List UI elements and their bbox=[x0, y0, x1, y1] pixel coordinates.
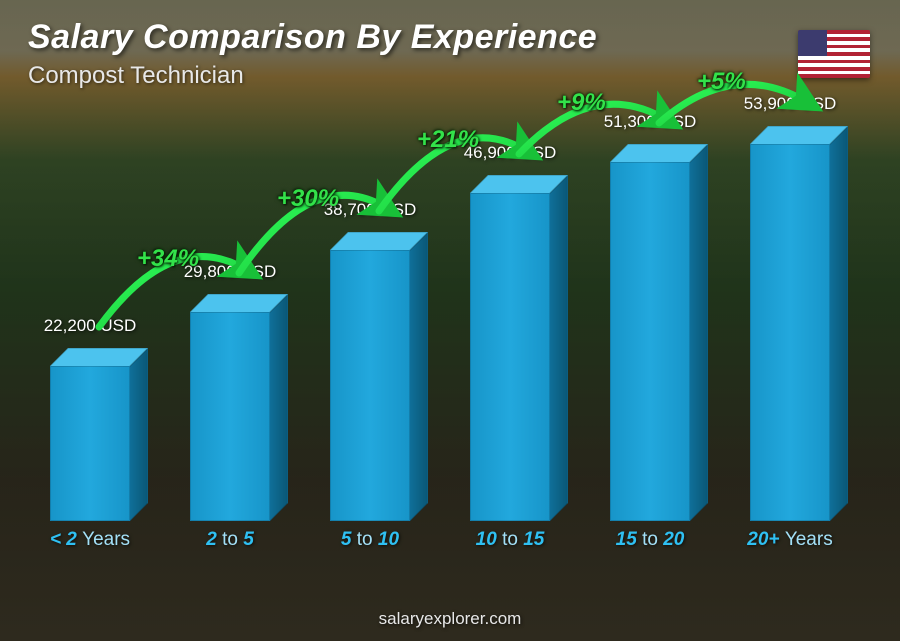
flag-canton bbox=[798, 30, 827, 56]
salary-bar bbox=[50, 366, 130, 521]
bar-slot: 22,200 USD bbox=[20, 100, 160, 521]
x-axis-label: 20+ Years bbox=[720, 521, 860, 561]
bar-side-face bbox=[130, 348, 148, 521]
chart-subtitle: Compost Technician bbox=[28, 62, 244, 90]
bar-front-face bbox=[750, 144, 830, 521]
growth-pct-label: +21% bbox=[417, 126, 479, 154]
bar-side-face bbox=[690, 144, 708, 521]
x-axis-label: 2 to 5 bbox=[160, 521, 300, 561]
footer-attribution: salaryexplorer.com bbox=[0, 609, 900, 629]
bar-slot: 46,900 USD bbox=[440, 100, 580, 521]
salary-bar bbox=[330, 250, 410, 521]
chart-title: Salary Comparison By Experience bbox=[28, 18, 597, 57]
growth-pct-label: +30% bbox=[277, 185, 339, 213]
bar-front-face bbox=[50, 366, 130, 521]
bar-value-label: 22,200 USD bbox=[20, 316, 160, 336]
salary-bar bbox=[750, 144, 830, 521]
x-axis-label: < 2 Years bbox=[20, 521, 160, 561]
bar-side-face bbox=[410, 232, 428, 521]
chart-area: 22,200 USD29,800 USD38,700 USD46,900 USD… bbox=[20, 100, 860, 561]
bar-front-face bbox=[610, 162, 690, 521]
bar-side-face bbox=[550, 175, 568, 521]
x-labels-row: < 2 Years2 to 55 to 1010 to 1515 to 2020… bbox=[20, 521, 860, 561]
bar-front-face bbox=[330, 250, 410, 521]
x-axis-label: 15 to 20 bbox=[580, 521, 720, 561]
bar-slot: 53,900 USD bbox=[720, 100, 860, 521]
bar-front-face bbox=[190, 312, 270, 521]
bar-slot: 38,700 USD bbox=[300, 100, 440, 521]
salary-bar bbox=[470, 193, 550, 521]
bar-front-face bbox=[470, 193, 550, 521]
bars-container: 22,200 USD29,800 USD38,700 USD46,900 USD… bbox=[20, 100, 860, 521]
salary-bar bbox=[610, 162, 690, 521]
infographic-canvas: Salary Comparison By Experience Compost … bbox=[0, 0, 900, 641]
salary-bar bbox=[190, 312, 270, 521]
x-axis-label: 10 to 15 bbox=[440, 521, 580, 561]
us-flag-icon bbox=[798, 30, 870, 78]
bar-slot: 51,300 USD bbox=[580, 100, 720, 521]
x-axis-label: 5 to 10 bbox=[300, 521, 440, 561]
growth-pct-label: +5% bbox=[697, 68, 746, 96]
bar-value-label: 53,900 USD bbox=[720, 94, 860, 114]
bar-side-face bbox=[830, 126, 848, 521]
bar-slot: 29,800 USD bbox=[160, 100, 300, 521]
bar-side-face bbox=[270, 294, 288, 521]
growth-pct-label: +34% bbox=[137, 245, 199, 273]
growth-pct-label: +9% bbox=[557, 89, 606, 117]
